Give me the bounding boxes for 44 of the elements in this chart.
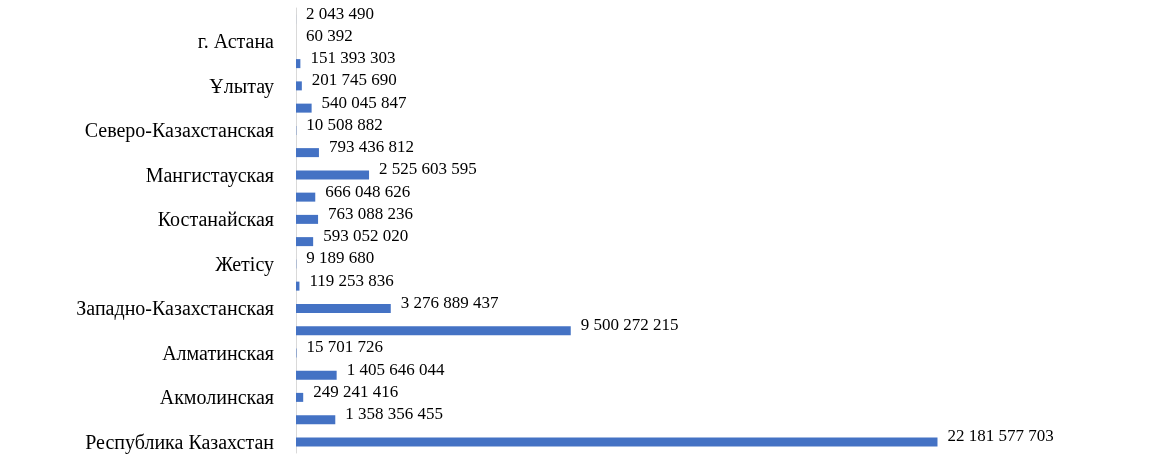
data-label: 1 405 646 044 xyxy=(346,359,445,379)
bar xyxy=(296,103,312,113)
bar xyxy=(296,303,391,313)
y-tick-label: Западно-Казахстанская xyxy=(76,297,274,321)
data-label: 151 393 303 xyxy=(310,48,396,68)
data-label: 666 048 626 xyxy=(325,181,411,201)
data-label: 9 500 272 215 xyxy=(580,315,679,335)
data-label: 201 745 690 xyxy=(311,70,397,90)
data-label: 249 241 416 xyxy=(313,381,399,401)
y-tick-label: Республика Казахстан xyxy=(85,430,275,454)
y-tick-label: Акмолинская xyxy=(159,386,274,409)
data-label: 3 276 889 437 xyxy=(400,292,500,312)
y-tick-label: Северо-Казахстанская xyxy=(84,119,274,143)
data-label: 1 358 356 455 xyxy=(345,404,444,424)
data-label: 2 043 490 xyxy=(306,3,375,23)
bar xyxy=(296,148,319,158)
data-label: 593 052 020 xyxy=(323,226,409,246)
bar xyxy=(296,214,319,224)
bar xyxy=(296,437,938,447)
data-label: 9 189 680 xyxy=(306,248,375,268)
bar xyxy=(296,392,304,402)
y-tick-label: Ұлытау xyxy=(209,74,274,98)
bar xyxy=(296,81,302,91)
y-tick-label: Костанайская xyxy=(157,208,274,231)
bar xyxy=(296,59,301,69)
data-label: 793 436 812 xyxy=(328,137,414,157)
data-label: 15 701 726 xyxy=(306,337,383,357)
y-tick-label: Мангистауская xyxy=(145,163,274,187)
bar xyxy=(296,370,337,380)
bar xyxy=(296,415,336,425)
bar xyxy=(296,326,571,336)
data-label: 119 253 836 xyxy=(309,270,394,290)
bar xyxy=(296,170,370,180)
data-label: 763 088 236 xyxy=(328,203,414,223)
data-label: 60 392 xyxy=(306,25,353,45)
y-tick-label: Жетісу xyxy=(215,252,274,276)
data-label: 540 045 847 xyxy=(321,92,408,112)
bar xyxy=(296,192,316,202)
bar xyxy=(296,237,314,247)
data-label: 10 508 882 xyxy=(306,114,383,134)
y-tick-label: Алматинская xyxy=(162,341,274,364)
data-label: 22 181 577 703 xyxy=(947,426,1054,446)
y-tick-label: г. Астана xyxy=(197,30,275,53)
data-label: 2 525 603 595 xyxy=(379,159,477,179)
